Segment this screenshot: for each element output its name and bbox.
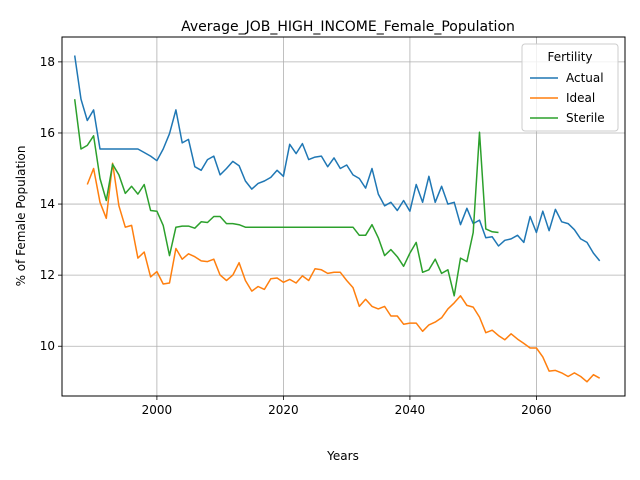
x-tick-label: 2000 [142,403,173,417]
legend-box [521,43,619,132]
y-tick-label: 10 [40,339,55,353]
series-line-actual [73,55,601,262]
y-axis-label: % of Female Population [14,146,28,287]
legend-label-ideal: Ideal [566,91,595,105]
series-line-sterile [73,99,499,297]
x-tick-label: 2060 [521,403,552,417]
chart-title: Average_JOB_HIGH_INCOME_Female_Populatio… [181,19,515,35]
axis-ticks: 2000 2020 2040 2060 10 12 14 16 18 [40,55,552,417]
plot-frame [61,36,626,397]
legend-label-actual: Actual [566,71,604,85]
legend-title: Fertility [547,50,592,64]
y-tick-label: 14 [40,197,55,211]
y-tick-label: 18 [40,55,55,69]
y-tick-label: 12 [40,268,55,282]
x-axis-label: Years [326,449,359,463]
x-tick-label: 2020 [268,403,299,417]
legend: Fertility Actual Ideal Sterile [521,43,619,132]
x-tick-label: 2040 [395,403,426,417]
series-lines [73,55,601,383]
y-tick-label: 16 [40,126,55,140]
series-line-ideal [86,162,601,383]
legend-label-sterile: Sterile [566,111,605,125]
